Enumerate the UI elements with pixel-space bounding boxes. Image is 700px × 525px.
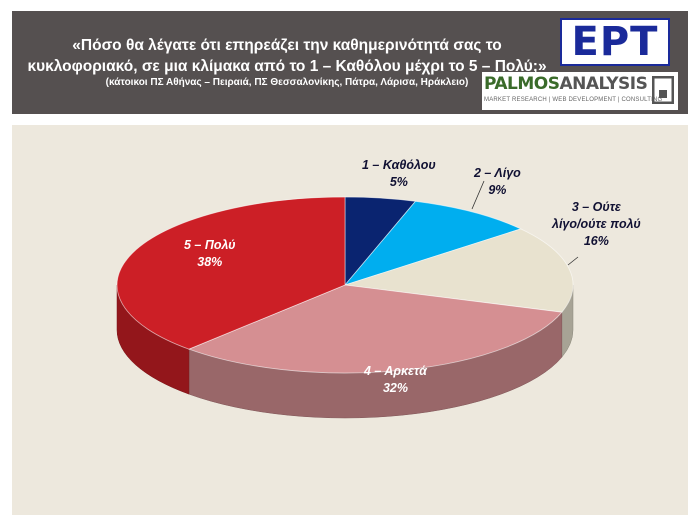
pie-chart — [116, 180, 579, 419]
pie-slice-2 — [343, 200, 522, 286]
slice-label-2-value: 9% — [488, 183, 507, 197]
leader-line-2 — [471, 180, 485, 210]
palmos-tagline: MARKET RESEARCH | WEB DEVELOPMENT | CONS… — [484, 97, 663, 103]
slice-label-4: 4 – Αρκετά 32% — [364, 363, 427, 397]
slice-label-3-name-1: 3 – Ούτε — [571, 200, 621, 214]
palmos-logo-text: PALMOSANALYSIS — [484, 74, 648, 94]
pie-slice-5 — [116, 196, 346, 350]
slice-label-3-value: 16% — [583, 234, 609, 248]
slice-label-4-name: 4 – Αρκετά — [364, 364, 427, 378]
survey-question-title: «Πόσο θα λέγατε ότι επηρεάζει την καθημε… — [12, 35, 562, 77]
ert-logo-text: ΕΡΤ — [571, 19, 659, 65]
slice-label-4-value: 32% — [382, 381, 408, 395]
slice-label-5-name: 5 – Πολύ — [184, 238, 236, 252]
title-line-2: κυκλοφοριακό, σε μια κλίμακα από το 1 – … — [27, 58, 547, 75]
slice-label-3: 3 – Ούτε λίγο/ούτε πολύ 16% — [552, 199, 641, 250]
palmos-logo-part1: PALMOS — [484, 74, 560, 94]
slice-label-2: 2 – Λίγο 9% — [474, 165, 521, 199]
palmos-logo-part2: ANALYSIS — [559, 74, 648, 94]
palmos-analysis-logo: PALMOSANALYSIS MARKET RESEARCH | WEB DEV… — [482, 72, 678, 110]
ert-logo: ΕΡΤ — [560, 18, 670, 66]
palmos-mark-icon — [652, 76, 674, 104]
slice-label-5: 5 – Πολύ 38% — [184, 237, 236, 271]
slice-label-2-name: 2 – Λίγο — [474, 166, 521, 180]
pie-slice-4 — [187, 284, 563, 374]
chart-panel: 1 – Καθόλου 5% 2 – Λίγο 9% 3 – Ούτε λίγο… — [12, 125, 688, 515]
leader-line-3 — [567, 256, 579, 266]
title-line-1: «Πόσο θα λέγατε ότι επηρεάζει την καθημε… — [72, 37, 502, 54]
slice-label-1-name: 1 – Καθόλου — [362, 158, 436, 172]
slice-label-1: 1 – Καθόλου 5% — [362, 157, 436, 191]
pie-slice-3 — [344, 228, 574, 313]
slice-label-1-value: 5% — [389, 175, 408, 189]
sample-subtitle: (κάτοικοι ΠΣ Αθήνας – Πειραιά, ΠΣ Θεσσαλ… — [105, 77, 469, 88]
slice-label-3-name-2: λίγο/ούτε πολύ — [552, 217, 641, 231]
slice-label-5-value: 38% — [197, 255, 223, 269]
